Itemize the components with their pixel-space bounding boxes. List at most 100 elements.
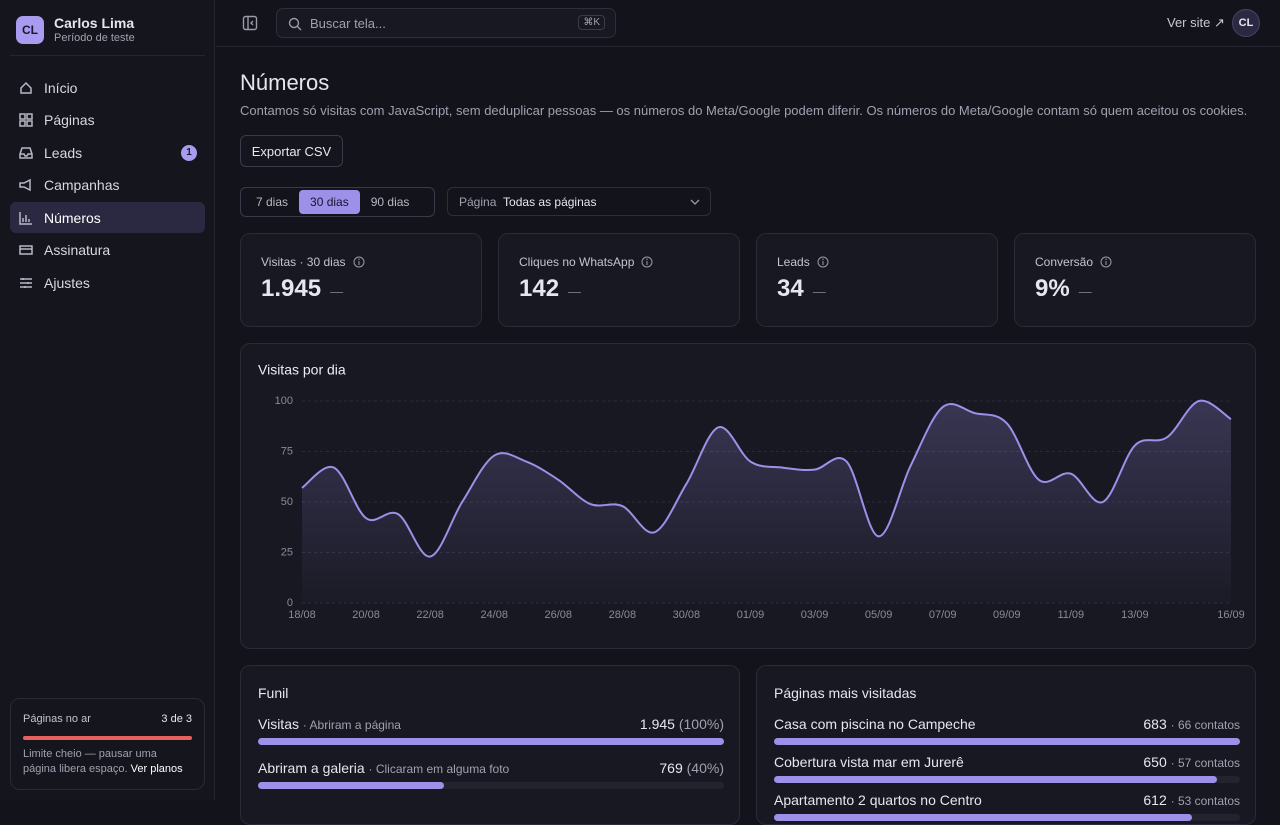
nav-label: Ajustes: [44, 274, 90, 291]
bar: [774, 738, 1240, 745]
bar: [258, 738, 724, 745]
bar: [774, 814, 1192, 821]
chart-card: Visitas por dia 0 25 50 75 100 18/08 20/08 22/0…: [240, 343, 1256, 649]
site-link[interactable]: Ver site ↗: [1167, 15, 1225, 30]
info-icon[interactable]: [1100, 256, 1112, 268]
stat-card: Cliques no WhatsApp 142 —: [498, 233, 740, 327]
info-icon[interactable]: [817, 256, 829, 268]
usage-bar: [23, 736, 192, 740]
x-tick-label: 05/09: [865, 609, 893, 621]
step-count: 1.945: [639, 716, 675, 732]
step-name: Abriram a galeria: [258, 760, 365, 776]
page-title: Números: [240, 70, 330, 95]
x-tick-label: 22/08: [416, 609, 444, 621]
info-icon[interactable]: [353, 256, 365, 268]
page-row: Casa com piscina no Campeche 683 · 66 con…: [774, 716, 1240, 745]
avatar[interactable]: CL: [16, 16, 44, 44]
nav-item[interactable]: Páginas: [10, 105, 205, 136]
range-tab[interactable]: 90 dias: [370, 195, 410, 209]
step-name: Visitas: [258, 716, 299, 732]
avatar[interactable]: CL: [1232, 9, 1260, 37]
page-name: Cobertura vista mar em Jurerê: [774, 754, 964, 770]
stat-label: Leads: [777, 255, 829, 269]
range-tabs: 7 dias 30 dias 90 dias: [240, 187, 435, 217]
usage-card: Páginas no ar 3 de 3 Limite cheio — paus…: [10, 698, 205, 790]
funnel-row: Abriram a galeria · Clicaram em alguma f…: [258, 760, 724, 789]
chevron: [690, 199, 700, 205]
nav-label: Assinatura: [44, 242, 111, 258]
area: [302, 400, 1231, 603]
y-tick-label: 50: [281, 496, 293, 508]
nav-icon: [19, 146, 33, 159]
x-tick-label: 20/08: [352, 609, 380, 621]
plans-link[interactable]: Ver planos: [130, 763, 183, 775]
page-contacts: · 53 contatos: [1170, 794, 1240, 808]
x-tick-label: 07/09: [929, 609, 957, 621]
stat-value: 34 —: [777, 275, 826, 303]
search-placeholder: Buscar tela...: [310, 16, 386, 31]
user-name: Carlos Lima: [54, 15, 135, 31]
shortcut: ⌘K: [578, 15, 605, 30]
bar-track: [774, 738, 1240, 745]
usage-note-text: Limite cheio — pausar uma página libera …: [23, 748, 157, 775]
funnel-label: Visitas · Abriram a página: [258, 716, 724, 732]
top-pages-card: Páginas mais visitadas Casa com piscina …: [756, 665, 1256, 825]
nav-item[interactable]: Leads 1: [10, 137, 205, 168]
step-desc: · Abriram a página: [302, 718, 401, 732]
stat-delta: —: [568, 284, 582, 299]
nav-label: Campanhas: [44, 177, 120, 193]
step-percent: (100%): [678, 716, 724, 732]
nav-item[interactable]: Início: [10, 72, 205, 103]
nav-label: Páginas: [44, 112, 95, 128]
x-tick-label: 01/09: [737, 609, 765, 621]
nav-label: Início: [44, 79, 78, 96]
sidebar-toggle[interactable]: [242, 15, 258, 31]
stat-delta: —: [330, 284, 344, 299]
export-button[interactable]: Exportar CSV: [240, 135, 343, 167]
stat-number: 1.945: [261, 275, 322, 302]
usage-title: Páginas no ar: [23, 713, 91, 725]
range-tab[interactable]: 7 dias: [256, 195, 289, 209]
nav-item[interactable]: Campanhas: [10, 170, 205, 201]
info-icon[interactable]: [641, 256, 653, 268]
range-tab[interactable]: 30 dias: [299, 190, 360, 214]
search[interactable]: Buscar tela... ⌘K: [276, 8, 616, 38]
stat-delta: —: [1078, 284, 1092, 299]
bar-track: [774, 776, 1240, 783]
page-contacts: · 66 contatos: [1170, 718, 1240, 732]
stat-card: Leads 34 —: [756, 233, 998, 327]
usage-note: Limite cheio — pausar uma página libera …: [23, 747, 183, 777]
stat-value: 9% —: [1035, 275, 1092, 303]
step-desc: · Clicaram em alguma foto: [368, 762, 510, 776]
stat-label: Conversão: [1035, 255, 1112, 269]
x-tick-label: 28/08: [609, 609, 637, 621]
search-icon: [288, 17, 302, 31]
stat-delta: —: [812, 284, 826, 299]
x-tick-label: 11/09: [1057, 609, 1084, 621]
x-tick-label: 26/08: [545, 609, 573, 621]
y-tick-label: 100: [275, 395, 293, 407]
page-row: Apartamento 2 quartos no Centro 612 · 53 …: [774, 792, 1240, 821]
y-tick-label: 75: [281, 445, 293, 457]
nav-icon: [19, 178, 31, 192]
nav-badge: 1: [181, 144, 197, 161]
nav-item[interactable]: Assinatura: [10, 235, 205, 266]
divider: [10, 55, 205, 56]
page-visits: 650: [1143, 754, 1167, 770]
page-filter[interactable]: Página Todas as páginas: [447, 187, 711, 216]
nav-item[interactable]: Ajustes: [10, 267, 205, 298]
nav-icon: [20, 81, 32, 94]
bar-track: [258, 782, 724, 789]
page-count: 650 · 57 contatos: [1143, 754, 1240, 770]
filter-label: Página: [459, 194, 497, 209]
nav-item[interactable]: Números: [10, 202, 205, 233]
chart-title: Visitas por dia: [258, 362, 346, 378]
x-tick-label: 24/08: [480, 609, 508, 621]
x-tick-label: 09/09: [993, 609, 1021, 621]
line: [301, 399, 1232, 558]
page-visits: 612: [1143, 792, 1167, 808]
nav-icon: [19, 211, 32, 225]
sidebar: CL Carlos Lima Período de teste Páginas …: [0, 0, 215, 800]
chart: Visitas por dia 0 25 50 75 100 18/08 20/08 22/0…: [258, 362, 1245, 621]
funnel-row: Visitas · Abriram a página 1.945 (100%): [258, 716, 724, 745]
